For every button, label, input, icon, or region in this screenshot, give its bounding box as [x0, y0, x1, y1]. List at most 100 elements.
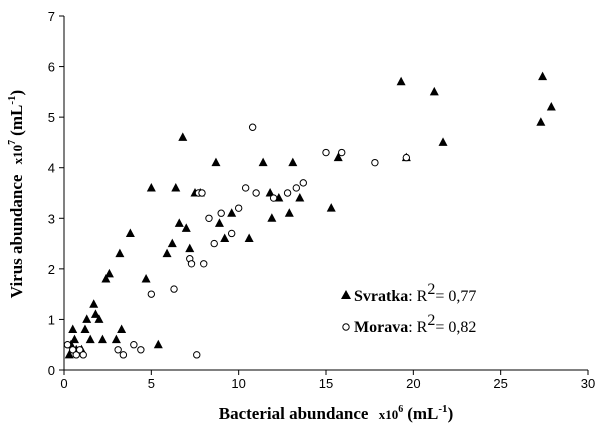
- data-points: [63, 71, 556, 359]
- data-point-morava: [402, 153, 411, 162]
- data-point-svratka: [141, 273, 151, 283]
- data-point-svratka: [438, 137, 448, 146]
- data-point-svratka: [211, 157, 221, 167]
- data-point-svratka: [162, 248, 172, 258]
- data-point-morava: [170, 285, 178, 293]
- data-point-svratka: [396, 76, 406, 86]
- data-point-svratka: [115, 248, 125, 258]
- data-point-svratka: [181, 223, 191, 232]
- data-point-svratka: [85, 334, 95, 344]
- y-tick-label: 5: [48, 110, 55, 125]
- y-axis-ticks: 0 1 2 3 4 5 6 7: [48, 9, 64, 378]
- x-axis-title: Bacterial abundance x106 (mL-1): [219, 403, 453, 423]
- data-point-svratka: [153, 339, 163, 349]
- data-point-svratka: [171, 182, 181, 192]
- data-point-svratka: [185, 243, 195, 253]
- data-point-svratka: [80, 324, 90, 334]
- data-point-svratka: [68, 324, 78, 334]
- data-point-svratka: [69, 334, 79, 344]
- chart-axes: [63, 16, 588, 371]
- data-point-svratka: [101, 273, 111, 283]
- data-point-morava: [130, 341, 138, 349]
- x-tick-label: 25: [493, 376, 507, 391]
- y-tick-label: 1: [48, 312, 55, 327]
- x-tick-label: 15: [319, 376, 333, 391]
- data-point-morava: [137, 346, 145, 354]
- legend-marker-morava: [342, 323, 350, 331]
- data-point-svratka: [146, 182, 156, 192]
- data-point-morava: [234, 204, 243, 212]
- data-point-morava: [269, 194, 278, 202]
- data-point-svratka: [333, 152, 343, 162]
- y-tick-label: 2: [48, 262, 55, 277]
- data-point-morava: [114, 346, 122, 354]
- data-point-svratka: [90, 309, 100, 318]
- data-point-svratka: [265, 188, 275, 197]
- data-point-svratka: [538, 71, 548, 81]
- data-point-svratka: [267, 213, 277, 222]
- data-point-svratka: [326, 203, 336, 212]
- data-point-morava: [198, 189, 206, 197]
- data-point-svratka: [178, 132, 188, 141]
- data-point-svratka: [220, 233, 230, 243]
- data-point-morava: [217, 209, 225, 217]
- data-point-morava: [248, 123, 257, 131]
- data-point-morava: [200, 260, 208, 268]
- data-point-svratka: [89, 299, 99, 308]
- x-tick-label: 10: [231, 376, 245, 391]
- data-point-svratka: [546, 102, 556, 111]
- data-point-morava: [338, 148, 346, 157]
- data-point-svratka: [64, 349, 74, 359]
- data-point-morava: [252, 189, 260, 197]
- data-point-morava: [72, 351, 80, 359]
- data-point-svratka: [284, 208, 294, 217]
- y-tick-label: 3: [48, 211, 55, 226]
- data-point-morava: [292, 184, 301, 192]
- data-point-morava: [193, 351, 201, 359]
- data-point-morava: [63, 341, 72, 349]
- legend-entry-morava: Morava: R2= 0,82: [354, 312, 476, 336]
- data-point-svratka: [117, 324, 127, 334]
- x-tick-label: 0: [60, 376, 67, 391]
- data-point-svratka: [429, 86, 439, 96]
- data-point-svratka: [125, 228, 135, 237]
- data-point-svratka: [111, 334, 121, 344]
- x-tick-label: 5: [148, 376, 155, 391]
- data-point-svratka: [82, 314, 92, 323]
- data-point-morava: [241, 184, 250, 192]
- legend-entry-svratka: Svratka: R2= 0,77: [354, 281, 476, 305]
- data-point-morava: [299, 179, 307, 187]
- data-point-svratka: [104, 268, 114, 278]
- data-point-svratka: [536, 117, 546, 126]
- data-point-svratka: [167, 238, 177, 248]
- data-point-morava: [371, 158, 379, 167]
- data-point-svratka: [97, 334, 107, 344]
- data-point-svratka: [288, 157, 298, 167]
- y-axis-title: Virus abundance x107(mL-1): [6, 90, 26, 298]
- data-point-svratka: [174, 218, 184, 227]
- data-point-morava: [147, 290, 156, 298]
- y-tick-label: 6: [48, 60, 55, 75]
- y-tick-label: 7: [48, 9, 55, 24]
- data-point-morava: [322, 148, 330, 157]
- x-axis-ticks: 0 5 10 15 20 25 30: [60, 370, 595, 391]
- legend-marker-svratka: [341, 290, 351, 299]
- data-point-svratka: [94, 314, 104, 323]
- x-tick-label: 20: [406, 376, 420, 391]
- data-point-morava: [210, 239, 218, 248]
- data-point-morava: [69, 346, 77, 354]
- data-point-svratka: [258, 157, 268, 167]
- legend: Svratka: R2= 0,77 Morava: R2= 0,82: [341, 281, 476, 336]
- data-point-morava: [79, 351, 87, 359]
- data-point-morava: [187, 260, 196, 268]
- data-point-svratka: [295, 193, 305, 202]
- data-point-morava: [119, 351, 128, 359]
- data-point-morava: [283, 189, 292, 197]
- data-point-morava: [227, 229, 236, 238]
- data-point-morava: [205, 214, 213, 222]
- data-point-morava: [76, 346, 84, 354]
- x-tick-label: 30: [581, 376, 595, 391]
- y-tick-label: 0: [48, 363, 55, 378]
- y-tick-label: 4: [48, 161, 55, 176]
